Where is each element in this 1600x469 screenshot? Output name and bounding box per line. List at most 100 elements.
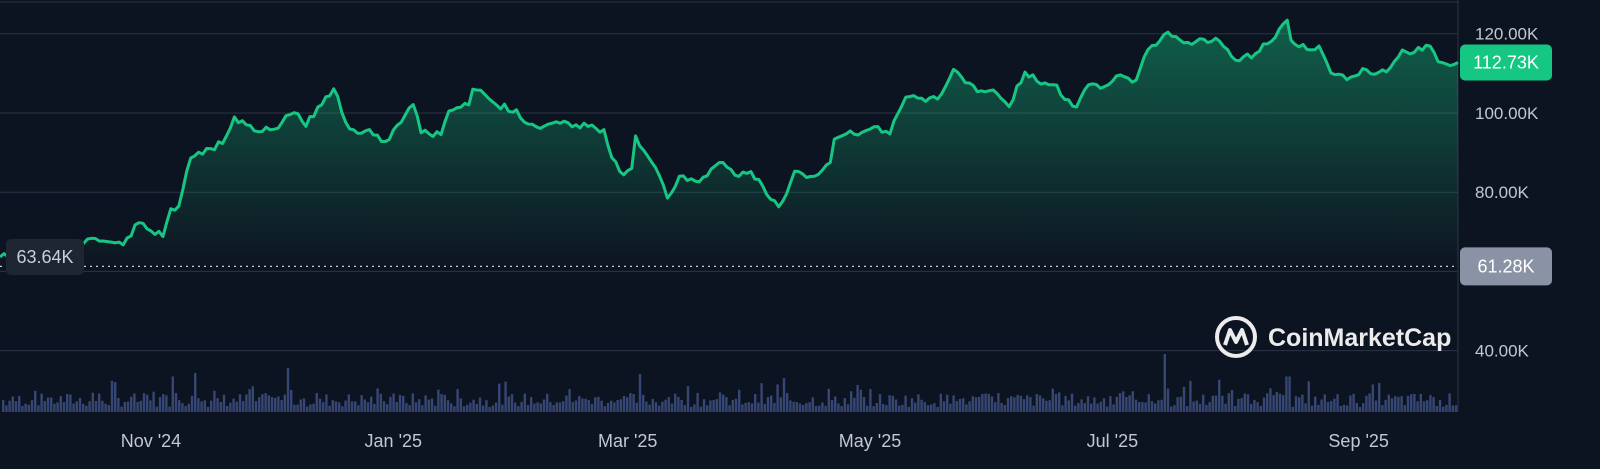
volume-bar	[677, 396, 680, 412]
volume-bar	[1125, 397, 1128, 412]
volume-bar	[226, 406, 229, 412]
volume-bar	[18, 396, 21, 412]
volume-bar	[270, 397, 274, 412]
volume-bar	[1291, 406, 1294, 412]
volume-bar	[318, 398, 322, 412]
volume-bar	[1147, 394, 1150, 412]
volume-bar	[1074, 405, 1077, 412]
x-tick-label: Mar '25	[598, 431, 657, 451]
volume-bar	[686, 386, 690, 412]
volume-bar	[1006, 398, 1010, 412]
volume-bar	[738, 389, 741, 412]
volume-bar	[1179, 396, 1182, 412]
volume-bar	[1166, 388, 1170, 412]
volume-bar	[1403, 405, 1406, 412]
volume-bar	[2, 400, 5, 412]
volume-bar	[1150, 401, 1154, 412]
volume-bar	[325, 394, 328, 412]
volume-bar	[59, 396, 62, 412]
volume-bar	[645, 401, 648, 412]
volume-bar	[907, 407, 910, 412]
volume-bar	[706, 405, 709, 412]
volume-bar	[1211, 395, 1214, 412]
x-tick-label: May '25	[839, 431, 901, 451]
volume-bar	[248, 389, 251, 412]
volume-bar	[206, 406, 210, 412]
volume-bar	[158, 397, 162, 412]
volume-bar	[242, 401, 245, 412]
volume-bar	[5, 405, 8, 412]
volume-bar	[62, 402, 66, 412]
volume-bar	[971, 396, 974, 412]
volume-bar	[1067, 400, 1070, 412]
volume-bar	[261, 394, 264, 412]
x-tick-label: Jul '25	[1087, 431, 1138, 451]
volume-bar	[1109, 396, 1112, 412]
volume-bar	[898, 405, 901, 412]
volume-bar	[798, 403, 802, 412]
volume-bar	[827, 388, 830, 412]
volume-bar	[670, 403, 674, 412]
volume-bar	[50, 397, 53, 412]
volume-bar	[1182, 386, 1186, 412]
volume-bar	[1227, 393, 1230, 412]
volume-bar	[418, 399, 421, 412]
volume-bar	[642, 394, 645, 412]
volume-bar	[562, 401, 565, 412]
volume-bar	[283, 394, 286, 412]
volume-bar	[955, 401, 958, 412]
volume-bar	[859, 389, 862, 412]
volume-bar	[94, 400, 98, 412]
volume-bar	[107, 405, 110, 412]
volume-bar	[235, 401, 238, 412]
volume-bar	[123, 402, 126, 412]
volume-bar	[1269, 388, 1272, 412]
volume-bar	[354, 401, 357, 412]
volume-bar	[139, 400, 142, 412]
volume-bar	[110, 380, 114, 412]
volume-bar	[1134, 399, 1138, 412]
volume-bar	[101, 400, 104, 412]
volume-bar	[1304, 403, 1307, 412]
volume-bar	[219, 402, 222, 412]
volume-bar	[251, 386, 254, 412]
volume-bar	[942, 401, 946, 412]
watermark-text: CoinMarketCap	[1268, 324, 1451, 352]
volume-bar	[843, 398, 846, 412]
volume-bar	[789, 400, 792, 412]
volume-bar	[507, 396, 510, 412]
volume-bar	[699, 406, 702, 412]
volume-bar	[216, 398, 219, 412]
volume-bar	[667, 397, 670, 412]
volume-bar	[1176, 397, 1179, 412]
volume-bar	[610, 400, 613, 412]
volume-bar	[1320, 399, 1323, 412]
x-tick-label: Nov '24	[121, 431, 181, 451]
volume-bar	[446, 400, 450, 412]
volume-bar	[510, 394, 514, 412]
volume-bar	[1387, 394, 1390, 412]
volume-bar	[386, 404, 389, 412]
volume-bar	[933, 403, 936, 412]
volume-bar	[1086, 396, 1090, 412]
x-axis: Nov '24 Jan '25 Mar '25 May '25 Jul '25 Sep '…	[121, 431, 1389, 451]
volume-bar	[469, 402, 472, 412]
volume-bar	[917, 394, 920, 412]
volume-bar	[1448, 393, 1451, 412]
volume-bar	[619, 399, 622, 412]
volume-bar	[718, 392, 722, 412]
volume-bar	[1112, 404, 1115, 412]
volume-bar	[581, 398, 584, 412]
volume-bar	[312, 403, 315, 412]
volume-bar	[968, 401, 971, 412]
volume-bar	[786, 393, 789, 412]
reference-price-badge: 61.28K	[1460, 247, 1552, 286]
reference-price-badge-bg	[1460, 247, 1552, 286]
volume-bar	[779, 397, 782, 412]
volume-bar	[1426, 400, 1429, 412]
volume-bar	[1416, 401, 1419, 412]
volume-bar	[290, 389, 293, 412]
volume-bar	[1381, 405, 1384, 412]
